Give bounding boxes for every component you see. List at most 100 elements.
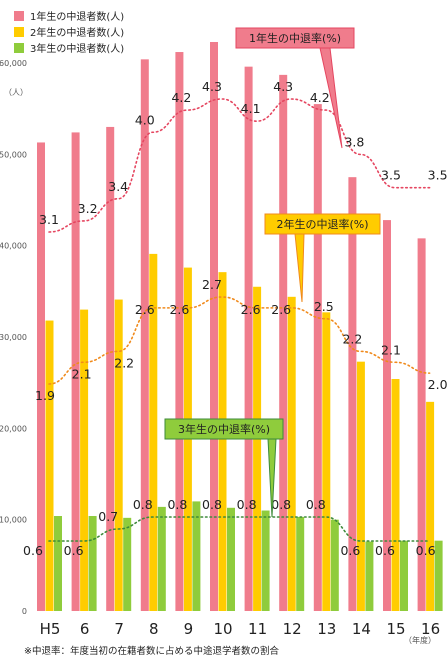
- bar-2-14: [356, 361, 365, 611]
- bar-1-H5: [37, 142, 45, 611]
- callout-label-2: 2年生の中退率(%): [276, 217, 368, 231]
- x-unit-label: （年度）: [404, 635, 436, 645]
- bar-2-6: [80, 309, 89, 611]
- callout-label-3: 3年生の中退率(%): [178, 422, 270, 436]
- rate-label-3-9: 0.8: [167, 497, 187, 512]
- legend-label-1: 1年生の中退者数(人): [30, 10, 124, 23]
- rate-label-2-14: 2.2: [342, 331, 362, 346]
- legend-swatch-2: [14, 27, 24, 37]
- rate-label-2-10: 2.7: [202, 277, 222, 292]
- x-tick-label: 8: [149, 620, 159, 638]
- rate-label-2-16: 2.0: [428, 377, 447, 392]
- rate-label-1-16: 3.5: [428, 168, 447, 183]
- rate-label-1-8: 4.0: [135, 112, 155, 127]
- bar-3-15: [400, 540, 408, 611]
- x-tick-label: 15: [386, 620, 405, 638]
- legend-label-2: 2年生の中退者数(人): [30, 26, 124, 39]
- bar-1-13: [313, 104, 322, 611]
- x-tick-label: 12: [283, 620, 302, 638]
- bar-3-7: [123, 517, 132, 611]
- rate-label-3-16: 0.6: [416, 543, 436, 558]
- legend-swatch-3: [14, 43, 24, 53]
- bar-1-9: [175, 52, 184, 612]
- bar-1-6: [71, 132, 80, 611]
- bar-1-7: [106, 126, 115, 611]
- x-tick-label: 9: [184, 620, 194, 638]
- callout-label-1: 1年生の中退率(%): [249, 31, 341, 45]
- rate-label-3-15: 0.6: [375, 543, 395, 558]
- footnote: ※中退率：年度当初の在籍者数に占める中途退学者数の割合: [24, 645, 279, 657]
- rate-label-1-11: 4.1: [241, 101, 261, 116]
- y-tick-label: 50,000: [0, 150, 27, 159]
- rate-label-3-13: 0.8: [306, 497, 326, 512]
- callout-box-1: [235, 27, 355, 49]
- y-tick-label: 10,000: [0, 516, 27, 525]
- rate-label-1-15: 3.5: [381, 168, 401, 183]
- bar-3-12: [296, 516, 305, 611]
- rate-line-1: [48, 98, 431, 233]
- rate-label-1-7: 3.4: [108, 179, 128, 194]
- rate-label-1-6: 3.2: [78, 201, 98, 216]
- rate-label-2-11: 2.6: [241, 302, 261, 317]
- rate-label-3-7: 0.7: [98, 509, 118, 524]
- bar-3-16: [434, 540, 443, 611]
- x-tick-label: 11: [248, 620, 267, 638]
- bar-3-6: [88, 516, 97, 611]
- bar-1-11: [244, 66, 253, 612]
- x-tick-label: H5: [40, 620, 61, 638]
- y-tick-label: 0: [22, 607, 27, 616]
- rate-label-2-H5: 1.9: [35, 388, 55, 403]
- rate-label-2-9: 2.6: [169, 302, 189, 317]
- rate-label-1-12: 4.3: [273, 79, 293, 94]
- bar-3-13: [330, 519, 339, 611]
- bar-3-11: [261, 510, 270, 611]
- callout-pointer-2: [294, 233, 305, 303]
- rate-label-1-14: 3.8: [344, 134, 364, 149]
- bar-2-13: [322, 312, 331, 611]
- bar-3-10: [227, 507, 235, 611]
- y-tick-label: 30,000: [0, 333, 27, 342]
- bar-3-H5: [54, 516, 62, 611]
- bar-1-8: [140, 59, 149, 611]
- y-unit-label: （人）: [4, 88, 28, 97]
- rate-label-1-H5: 3.1: [39, 212, 59, 227]
- bar-2-11: [253, 286, 262, 611]
- bar-3-9: [192, 501, 201, 611]
- x-tick-label: 14: [352, 620, 371, 638]
- rate-label-3-8: 0.8: [133, 497, 153, 512]
- rate-line-2: [48, 296, 431, 385]
- rate-label-2-6: 2.1: [72, 366, 92, 381]
- y-tick-label: 20,000: [0, 424, 27, 433]
- x-tick-label: 7: [114, 620, 124, 638]
- rate-label-3-6: 0.6: [64, 543, 84, 558]
- bar-2-H5: [45, 320, 54, 611]
- bar-2-15: [391, 379, 400, 611]
- bar-1-10: [210, 41, 218, 611]
- callout-box-2: [264, 213, 381, 235]
- rate-label-3-14: 0.6: [340, 543, 360, 558]
- rate-label-3-12: 0.8: [271, 497, 291, 512]
- legend-label-3: 3年生の中退者数(人): [30, 42, 124, 55]
- legend-swatch-1: [14, 11, 24, 21]
- rate-label-3-H5: 0.6: [23, 543, 43, 558]
- bar-2-16: [426, 401, 435, 611]
- rate-label-2-7: 2.2: [114, 355, 134, 370]
- x-tick-label: 10: [213, 620, 232, 638]
- rate-label-1-9: 4.2: [171, 90, 191, 105]
- bar-2-12: [287, 296, 296, 611]
- y-tick-label: 40,000: [0, 242, 27, 251]
- rate-label-2-15: 2.1: [381, 342, 401, 357]
- bar-3-14: [365, 541, 374, 611]
- callout-box-3: [164, 418, 284, 440]
- bar-3-8: [157, 506, 166, 611]
- rate-label-2-12: 2.6: [271, 302, 291, 317]
- x-tick-label: 13: [317, 620, 336, 638]
- bar-1-14: [348, 177, 357, 611]
- bar-2-7: [114, 299, 123, 611]
- bar-1-12: [279, 74, 288, 611]
- bar-1-16: [417, 238, 426, 612]
- rate-label-3-10: 0.8: [202, 497, 222, 512]
- bar-2-8: [149, 253, 158, 612]
- rate-label-2-8: 2.6: [135, 302, 155, 317]
